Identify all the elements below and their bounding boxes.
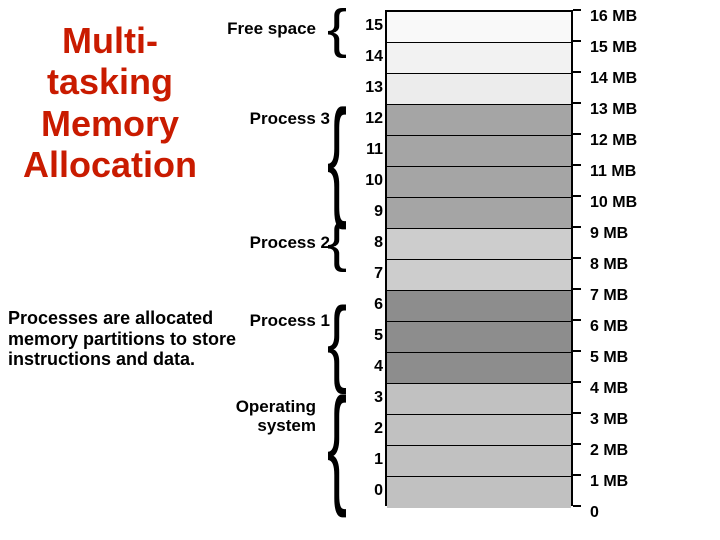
left-index: 2 — [357, 413, 383, 444]
left-index: 8 — [357, 227, 383, 258]
left-index: 3 — [357, 382, 383, 413]
left-index: 5 — [357, 320, 383, 351]
tick-mark — [573, 133, 581, 135]
tick-mark — [573, 9, 581, 11]
left-index: 4 — [357, 351, 383, 382]
tick-mark — [573, 288, 581, 290]
memory-block — [387, 322, 571, 353]
memory-block — [387, 43, 571, 74]
left-index: 7 — [357, 258, 383, 289]
tick-mark — [573, 71, 581, 73]
memory-block — [387, 167, 571, 198]
memory-block — [387, 260, 571, 291]
memory-block — [387, 136, 571, 167]
region-label: Process 2 — [238, 234, 330, 253]
right-size-label: 3 MB — [582, 404, 712, 435]
left-index: 11 — [357, 134, 383, 165]
memory-block — [387, 12, 571, 43]
memory-block — [387, 446, 571, 477]
left-index: 0 — [357, 475, 383, 506]
tick-mark — [573, 195, 581, 197]
right-size-label: 14 MB — [582, 63, 712, 94]
memory-block — [387, 291, 571, 322]
brace-icon: { — [327, 92, 347, 224]
right-size-label: 5 MB — [582, 342, 712, 373]
memory-stack — [385, 10, 573, 506]
right-size-label: 4 MB — [582, 373, 712, 404]
left-index: 15 — [357, 10, 383, 41]
tick-mark — [573, 40, 581, 42]
region-label: Process 3 — [238, 110, 330, 129]
tick-mark — [573, 350, 581, 352]
tick-mark — [573, 505, 581, 507]
memory-diagram: 1514131211109876543210 16 MB15 MB14 MB13… — [230, 10, 710, 520]
brace-icon: { — [327, 2, 347, 56]
tick-mark — [573, 257, 581, 259]
tick-mark — [573, 102, 581, 104]
left-index: 9 — [357, 196, 383, 227]
memory-block — [387, 74, 571, 105]
tick-mark — [573, 226, 581, 228]
region-label: Operating system — [224, 398, 316, 435]
left-index: 6 — [357, 289, 383, 320]
left-index: 10 — [357, 165, 383, 196]
left-index-column: 1514131211109876543210 — [357, 10, 383, 506]
caption-text: Processes are allocated memory partition… — [8, 308, 248, 370]
tick-mark — [573, 164, 581, 166]
right-size-label: 9 MB — [582, 218, 712, 249]
tick-mark — [573, 319, 581, 321]
memory-block — [387, 384, 571, 415]
memory-block — [387, 105, 571, 136]
region-label: Process 1 — [238, 312, 330, 331]
page-title: Multi-tasking Memory Allocation — [10, 20, 210, 186]
brace-icon: { — [327, 216, 347, 270]
brace-icon: { — [327, 380, 347, 512]
left-index: 12 — [357, 103, 383, 134]
left-index: 13 — [357, 72, 383, 103]
left-index: 14 — [357, 41, 383, 72]
memory-block — [387, 477, 571, 508]
tick-mark — [573, 381, 581, 383]
memory-block — [387, 353, 571, 384]
right-size-label: 2 MB — [582, 435, 712, 466]
memory-block — [387, 229, 571, 260]
right-size-label: 11 MB — [582, 156, 712, 187]
tick-mark — [573, 474, 581, 476]
tick-mark — [573, 412, 581, 414]
right-size-label: 0 — [582, 497, 712, 528]
right-size-label: 10 MB — [582, 187, 712, 218]
right-size-column: 16 MB15 MB14 MB13 MB12 MB11 MB10 MB9 MB8… — [582, 1, 712, 528]
right-size-label: 6 MB — [582, 311, 712, 342]
right-size-label: 13 MB — [582, 94, 712, 125]
right-size-label: 12 MB — [582, 125, 712, 156]
right-size-label: 8 MB — [582, 249, 712, 280]
memory-block — [387, 198, 571, 229]
right-size-label: 16 MB — [582, 1, 712, 32]
left-index: 1 — [357, 444, 383, 475]
tick-mark — [573, 443, 581, 445]
right-size-label: 15 MB — [582, 32, 712, 63]
memory-block — [387, 415, 571, 446]
region-label: Free space — [224, 20, 316, 39]
right-size-label: 1 MB — [582, 466, 712, 497]
right-size-label: 7 MB — [582, 280, 712, 311]
